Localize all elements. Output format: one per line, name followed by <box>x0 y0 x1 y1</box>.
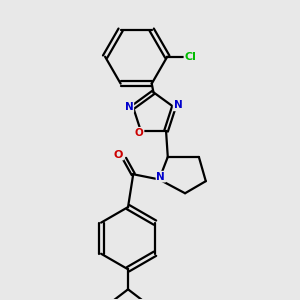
Text: N: N <box>157 172 165 182</box>
Text: Cl: Cl <box>184 52 196 62</box>
Text: O: O <box>114 149 123 160</box>
Text: N: N <box>124 102 133 112</box>
Text: N: N <box>174 100 182 110</box>
Text: O: O <box>135 128 143 138</box>
